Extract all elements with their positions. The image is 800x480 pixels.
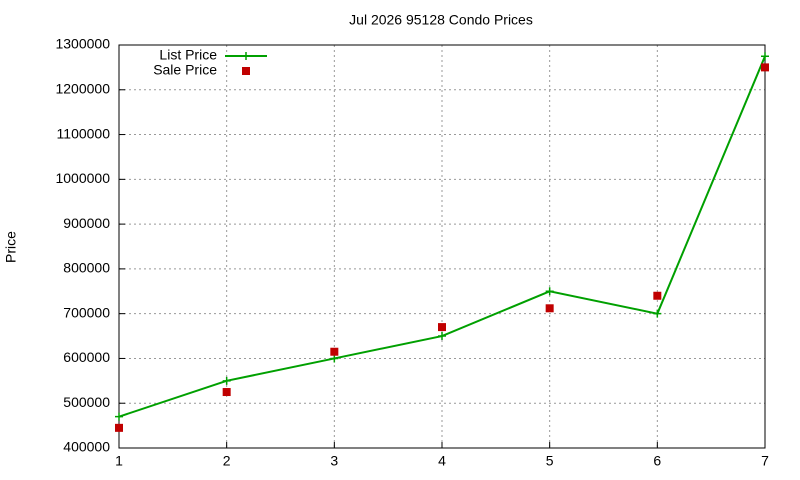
legend-label: List Price — [159, 47, 217, 63]
point-marker — [438, 323, 446, 332]
point-marker — [115, 423, 123, 432]
x-tick-label: 3 — [330, 453, 338, 469]
y-tick-label: 600000 — [63, 349, 110, 365]
point-marker — [330, 354, 339, 363]
chart-title: Jul 2026 95128 Condo Prices — [349, 12, 533, 28]
legend-label: Sale Price — [153, 62, 217, 78]
x-tick-label: 5 — [546, 453, 554, 469]
y-axis-label: Price — [3, 231, 19, 263]
y-tick-label: 1000000 — [55, 170, 110, 186]
y-tick-label: 1100000 — [57, 125, 111, 141]
point-marker — [330, 347, 339, 356]
legend-marker — [242, 67, 250, 75]
point-marker — [438, 332, 446, 341]
point-marker — [761, 63, 769, 72]
x-tick-label: 2 — [223, 453, 231, 469]
legend-marker — [242, 52, 250, 60]
point-marker — [761, 52, 769, 61]
y-tick-label: 900000 — [63, 215, 110, 231]
y-tick-label: 800000 — [63, 260, 110, 276]
x-tick-label: 6 — [653, 453, 661, 469]
point-marker — [115, 412, 123, 421]
point-marker — [545, 287, 554, 296]
y-tick-label: 500000 — [63, 394, 110, 410]
x-tick-label: 4 — [438, 453, 446, 469]
point-marker — [222, 388, 231, 397]
point-marker — [653, 291, 662, 300]
plot-frame — [118, 44, 766, 449]
point-marker — [653, 309, 662, 318]
x-tick-label: 1 — [115, 453, 123, 469]
y-tick-label: 1200000 — [55, 80, 110, 96]
y-tick-label: 1300000 — [55, 36, 110, 52]
y-tick-label: 400000 — [63, 439, 110, 455]
y-tick-label: 700000 — [63, 304, 110, 320]
point-marker — [545, 304, 554, 313]
point-marker — [222, 376, 231, 385]
x-tick-label: 7 — [761, 453, 769, 469]
